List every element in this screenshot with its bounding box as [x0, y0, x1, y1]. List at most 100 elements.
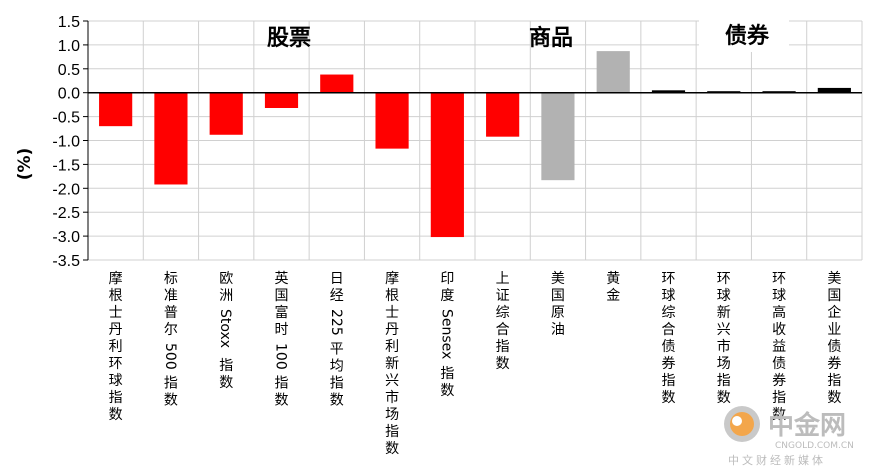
category-label-char: 数 — [164, 393, 178, 409]
category-label-char: 数 — [827, 390, 841, 406]
category-label-char: 收 — [772, 322, 786, 338]
y-tick-label: -0.5 — [52, 110, 80, 127]
category-label-char: 指 — [440, 366, 454, 382]
category-label-char: 丹 — [385, 322, 399, 338]
category-label-char: 士 — [385, 305, 399, 321]
category-label-char: 新 — [717, 305, 731, 321]
watermark-logo-text: 中金网 — [768, 410, 846, 441]
category-label: 印度 Sensex 指数 — [438, 271, 454, 399]
category-label-char: 指 — [385, 424, 399, 440]
watermark-logo: 中金网 CNGOLD.COM.CN 中文财经新媒体 — [724, 406, 854, 467]
category-label-char: 高 — [772, 304, 786, 321]
category-label-segment: 100 — [273, 343, 289, 370]
category-label-char: 利 — [385, 339, 399, 355]
y-tick-label: 1.5 — [58, 14, 80, 31]
category-label-char: 时 — [275, 322, 289, 338]
category-label-char: 油 — [551, 322, 565, 338]
category-label-char: 国 — [551, 288, 565, 304]
category-label-char: 券 — [827, 356, 841, 372]
category-label-char: 经 — [330, 288, 344, 304]
watermark-site: CNGOLD.COM.CN — [775, 441, 854, 451]
group-label: 股票 — [267, 26, 311, 51]
category-label-char: 欧 — [219, 271, 233, 287]
category-label-char: 国 — [827, 288, 841, 304]
category-label-char: 券 — [662, 356, 676, 372]
category-label: 黄金 — [606, 270, 620, 304]
category-label-segment: Sensex — [438, 309, 454, 359]
category-label-char: 指 — [717, 373, 731, 389]
category-label-char: 根 — [109, 288, 123, 304]
bar — [486, 92, 520, 137]
category-label-char: 数 — [385, 441, 399, 457]
category-label-char: 兴 — [717, 322, 731, 338]
category-label-char: 美 — [827, 271, 841, 287]
logo-coin-dot-icon — [732, 416, 742, 426]
category-label-char: 数 — [219, 375, 233, 391]
category-label-char: 平 — [330, 342, 344, 358]
y-tick-labels: 1.5 1.0 0.5 0.0 -0.5 -1.0 -1.5 -2.0 -2.5 -3.0 -3.5 — [52, 14, 80, 270]
category-label-char: 上 — [496, 271, 510, 287]
bar — [320, 74, 354, 93]
category-label-char: 债 — [662, 339, 676, 355]
category-label-char: 债 — [827, 339, 841, 355]
category-label-char: 债 — [772, 356, 786, 372]
category-label-char: 新 — [385, 356, 399, 372]
y-tick-label: -1.0 — [52, 134, 80, 151]
y-tick-label: 0.0 — [58, 86, 80, 103]
category-label-char: 证 — [496, 288, 510, 304]
category-label-char: 士 — [109, 305, 123, 321]
category-label-char: 兴 — [385, 373, 399, 389]
category-label-char: 洲 — [219, 288, 233, 304]
category-label-char: 指 — [275, 376, 289, 392]
watermark-tagline: 中文财经新媒体 — [728, 453, 826, 467]
category-label-char: 环 — [662, 271, 676, 287]
bar — [651, 90, 686, 93]
category-labels: 摩根士丹利环球指数标准普尔500指数欧洲Stoxx指数英国富时100指数日经22… — [109, 270, 842, 457]
category-label-char: 摩 — [385, 270, 399, 287]
category-label-char: 环 — [717, 271, 731, 287]
bar — [375, 92, 409, 149]
category-label-char: 环 — [772, 271, 786, 287]
bar — [99, 92, 133, 127]
category-label-char: 数 — [109, 407, 123, 423]
category-label-char: 准 — [164, 288, 178, 304]
category-label-char: 场 — [717, 356, 731, 372]
category-label-char: 市 — [717, 338, 731, 355]
category-label-char: 度 — [440, 288, 454, 304]
category-label-char: 数 — [440, 383, 454, 399]
category-label-char: 日 — [330, 271, 344, 287]
category-label-char: 球 — [109, 373, 123, 389]
y-tick-label: -3.5 — [52, 253, 80, 270]
category-label-char: 数 — [717, 390, 731, 406]
y-tick-label: -2.5 — [52, 205, 80, 222]
category-label-char: 指 — [662, 373, 676, 389]
category-label-char: 指 — [219, 358, 233, 374]
category-label-char: 根 — [385, 288, 399, 304]
bars — [99, 51, 851, 238]
category-label-char: 国 — [275, 288, 289, 304]
category-label-char: 综 — [496, 305, 510, 321]
category-label-char: 利 — [109, 339, 123, 355]
y-tick-label: 0.5 — [58, 62, 80, 79]
category-label-char: 场 — [385, 407, 399, 423]
category-label-char: 印 — [440, 271, 454, 287]
category-label-char: 标 — [164, 271, 178, 287]
category-label-segment: Stoxx — [217, 309, 233, 348]
bar — [596, 51, 630, 93]
category-label-char: 企 — [827, 304, 841, 321]
category-label-char: 合 — [662, 322, 676, 338]
category-label-char: 均 — [330, 359, 344, 375]
y-tick-label: 1.0 — [58, 38, 80, 55]
category-label-char: 市 — [385, 389, 399, 406]
category-label-char: 摩 — [109, 270, 123, 287]
category-label-char: 富 — [275, 304, 289, 321]
category-label-char: 黄 — [606, 270, 620, 287]
